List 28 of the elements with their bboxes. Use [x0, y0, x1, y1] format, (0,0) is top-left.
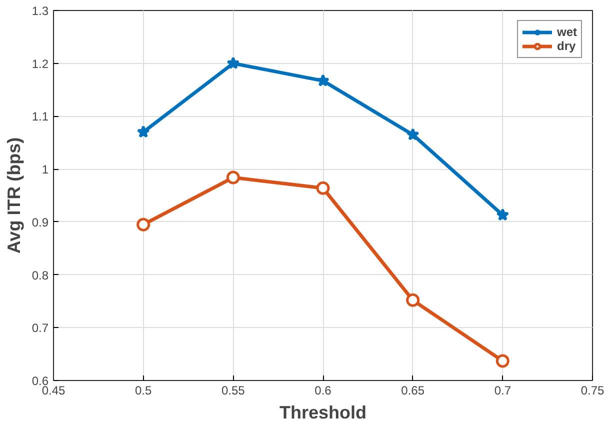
- x-tick-label: 0.7: [494, 384, 512, 398]
- point: [316, 74, 330, 86]
- x-tick-label: 0.75: [580, 384, 605, 398]
- x-tick-label: 0.5: [134, 384, 152, 398]
- legend-label: wet: [556, 25, 577, 39]
- y-tick-label: 0.8: [32, 268, 49, 282]
- x-tick-label: 0.45: [42, 384, 66, 398]
- x-tick-label: 0.55: [221, 384, 246, 398]
- point: [406, 128, 420, 140]
- point: [226, 56, 240, 70]
- point: [136, 125, 150, 138]
- x-tick-label: 0.6: [314, 384, 332, 398]
- point: [316, 181, 330, 195]
- point: [496, 208, 510, 221]
- y-tick-label: 1.2: [32, 56, 49, 71]
- y-axis-title: Avg ITR (bps): [4, 137, 24, 254]
- y-tick-label: 1.3: [32, 4, 49, 18]
- y-tick-label: 1.1: [32, 110, 49, 124]
- point: [496, 354, 510, 368]
- point: [226, 170, 240, 184]
- point: [406, 293, 420, 307]
- y-tick-label: 0.9: [32, 215, 49, 230]
- y-tick-label: 0.7: [32, 321, 49, 336]
- point: [136, 218, 150, 232]
- y-tick-label: 1: [42, 162, 49, 177]
- legend-label: dry: [556, 39, 577, 53]
- x-tick-label: 0.65: [401, 384, 425, 398]
- x-axis-title: Threshold: [280, 402, 367, 422]
